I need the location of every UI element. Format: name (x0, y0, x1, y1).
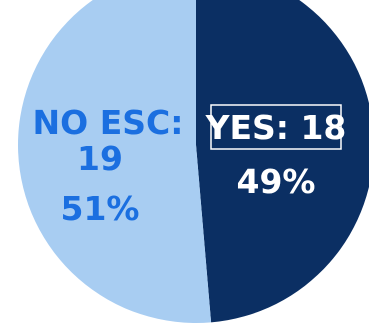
no-esc-percent-label: 51% (61, 189, 140, 228)
pie-slice-no-esc (18, 0, 212, 323)
slices-group (18, 0, 369, 323)
no-esc-label: NO ESC: (33, 103, 184, 142)
yes-percent-label: 49% (237, 162, 316, 201)
yes-label-box (210, 104, 342, 150)
no-esc-count-label: 19 (77, 139, 123, 178)
yes-label: YES: 18 (205, 108, 347, 147)
pie-slice-yes (196, 0, 369, 323)
